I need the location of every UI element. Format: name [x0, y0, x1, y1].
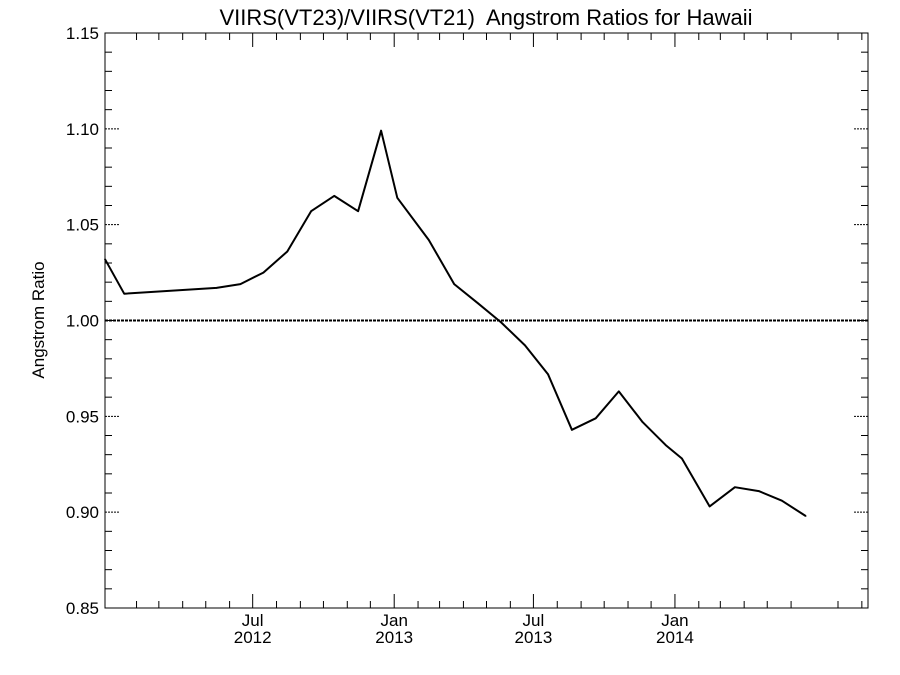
- data-point: [571, 429, 573, 431]
- data-point: [333, 195, 336, 197]
- series-line: [104, 129, 807, 517]
- data-point: [477, 302, 479, 305]
- data-point: [734, 486, 736, 489]
- data-point: [428, 239, 430, 241]
- y-tick-label: 1.15: [66, 24, 99, 43]
- x-tick-year-label: 2012: [234, 628, 272, 647]
- y-tick-label: 1.05: [66, 216, 99, 235]
- chart-title: VIIRS(VT23)/VIIRS(VT21) Angstrom Ratios …: [219, 5, 752, 30]
- data-point: [664, 444, 667, 446]
- data-point: [594, 417, 597, 420]
- x-tick-month-label: Jul: [242, 611, 264, 630]
- data-point: [781, 499, 783, 502]
- y-axis-label: Angstrom Ratio: [29, 261, 48, 378]
- data-point: [804, 515, 807, 517]
- data-point: [500, 321, 502, 324]
- data-point: [618, 390, 620, 393]
- x-tick-month-label: Jan: [661, 611, 688, 630]
- data-point: [396, 197, 399, 199]
- data-point: [239, 283, 242, 285]
- y-tick-label: 1.10: [66, 120, 99, 139]
- data-point: [357, 210, 359, 212]
- data-point: [453, 283, 456, 285]
- data-point: [708, 505, 711, 508]
- data-point: [104, 258, 106, 261]
- data-point: [641, 421, 644, 423]
- data-point: [310, 210, 312, 212]
- x-tick-month-label: Jul: [523, 611, 545, 630]
- x-tick-year-label: 2013: [515, 628, 553, 647]
- data-point: [286, 250, 289, 253]
- data-point: [123, 292, 125, 295]
- x-tick-month-label: Jan: [380, 611, 407, 630]
- data-point: [524, 344, 526, 347]
- y-tick-label: 1.00: [66, 312, 99, 331]
- data-point: [380, 129, 382, 132]
- data-point: [547, 373, 549, 376]
- y-tick-label: 0.90: [66, 503, 99, 522]
- data-point: [262, 271, 265, 274]
- x-tick-year-label: 2013: [375, 628, 413, 647]
- x-tick-year-label: 2014: [656, 628, 694, 647]
- y-tick-label: 0.95: [66, 407, 99, 426]
- data-point: [681, 457, 683, 460]
- data-point: [758, 490, 760, 492]
- data-point: [215, 287, 218, 289]
- y-tick-label: 0.85: [66, 599, 99, 618]
